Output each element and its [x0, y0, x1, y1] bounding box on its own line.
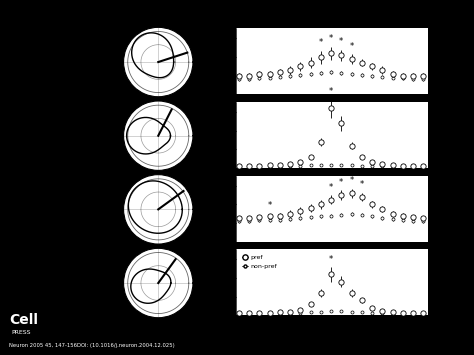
Text: Cell: Cell — [9, 313, 38, 327]
Text: Neuron 2005 45, 147-156DOI: (10.1016/j.neuron.2004.12.025): Neuron 2005 45, 147-156DOI: (10.1016/j.n… — [9, 343, 175, 348]
Text: *: * — [329, 183, 333, 192]
Legend: pref, non-pref: pref, non-pref — [239, 252, 280, 271]
Text: Figure 8: Figure 8 — [212, 12, 262, 26]
Text: B: B — [111, 95, 118, 105]
Text: PRESS: PRESS — [12, 331, 31, 335]
X-axis label: Angle: Angle — [319, 332, 346, 342]
Y-axis label: SUA [Hz]: SUA [Hz] — [212, 190, 221, 227]
Text: A: A — [111, 22, 118, 32]
Text: 1Hz: 1Hz — [179, 243, 196, 252]
Text: 5Hz: 5Hz — [179, 169, 196, 178]
Text: *: * — [349, 42, 354, 51]
Text: 0.7Hz: 0.7Hz — [171, 95, 196, 104]
Text: *: * — [360, 180, 364, 190]
Text: *: * — [329, 255, 333, 263]
Text: *: * — [329, 34, 333, 43]
Text: *: * — [319, 38, 323, 47]
Text: 2Hz: 2Hz — [179, 22, 196, 31]
Text: *: * — [349, 176, 354, 185]
Text: *: * — [329, 87, 333, 96]
Text: C: C — [111, 169, 118, 179]
Text: *: * — [339, 178, 344, 187]
Text: *: * — [267, 201, 272, 210]
Text: D: D — [111, 243, 119, 253]
Text: *: * — [339, 37, 344, 46]
